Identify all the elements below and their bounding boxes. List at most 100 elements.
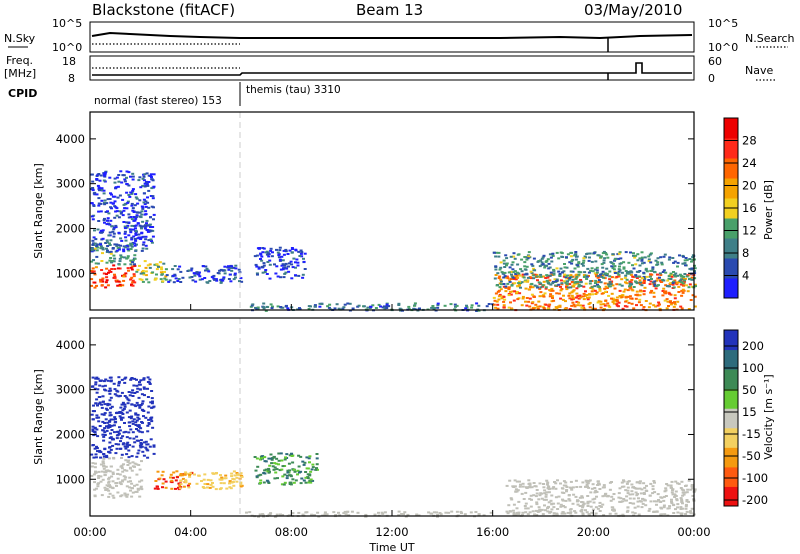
power-cell xyxy=(147,189,151,192)
power-cell xyxy=(279,276,283,279)
power-cell xyxy=(262,262,266,265)
power-cell xyxy=(144,200,148,203)
power-cell xyxy=(570,304,574,307)
power-cell xyxy=(104,286,108,289)
power-cell xyxy=(536,260,540,263)
power-cell xyxy=(93,273,97,276)
power-cell xyxy=(134,239,138,242)
power-cell xyxy=(262,307,266,310)
power-cell xyxy=(127,221,131,224)
power-cell xyxy=(162,262,166,265)
velocity-cell xyxy=(596,480,600,483)
velocity-cell xyxy=(140,460,143,463)
power-cell xyxy=(455,304,459,307)
velocity-cell xyxy=(545,491,549,494)
velocity-cell xyxy=(267,457,271,460)
power-cell xyxy=(192,272,196,275)
velocity-cell xyxy=(94,383,98,386)
velocity-cell xyxy=(131,420,135,423)
power-cell xyxy=(212,274,216,277)
velocity-cell xyxy=(145,443,149,446)
power-cell xyxy=(142,272,146,275)
velocity-cell xyxy=(264,468,268,471)
velocity-cell xyxy=(101,429,105,432)
power-cell xyxy=(661,290,665,292)
velocity-cell xyxy=(682,493,686,496)
date-label: 03/May/2010 xyxy=(584,1,682,19)
power-cell xyxy=(587,259,591,262)
power-cell xyxy=(639,281,642,284)
power-cell xyxy=(595,275,598,278)
power-cell xyxy=(122,248,126,251)
velocity-cell xyxy=(193,473,196,476)
power-cell xyxy=(656,261,660,264)
power-cell xyxy=(103,173,107,176)
power-cell xyxy=(97,220,101,222)
velocity-cell xyxy=(98,384,102,387)
power-cell xyxy=(649,280,653,283)
velocity-cell xyxy=(100,494,104,497)
power-cell xyxy=(100,247,104,250)
velocity-cell xyxy=(297,511,301,514)
power-cell xyxy=(107,212,111,215)
power-cell xyxy=(563,263,566,265)
power-cell xyxy=(493,277,497,280)
power-cell xyxy=(580,306,584,309)
power-cell xyxy=(177,278,181,280)
power-cell xyxy=(633,256,637,259)
velocity-cell xyxy=(636,493,639,495)
power-cell xyxy=(99,210,103,213)
power-cell xyxy=(134,249,138,252)
power-cell xyxy=(601,252,605,255)
velocity-cell xyxy=(634,491,638,494)
velocity-cell xyxy=(95,416,99,419)
power-cell xyxy=(634,263,638,266)
power-cell xyxy=(573,305,577,308)
velocity-colorbar-band xyxy=(724,349,738,370)
power-cell xyxy=(514,274,518,277)
power-cell xyxy=(103,217,106,220)
velocity-cell xyxy=(599,505,603,508)
velocity-cell xyxy=(268,513,272,516)
velocity-cell xyxy=(397,510,401,513)
power-cell xyxy=(536,279,539,282)
velocity-cell xyxy=(146,411,150,414)
power-cell xyxy=(590,290,594,293)
velocity-cell xyxy=(258,513,262,516)
velocity-cell xyxy=(675,499,679,502)
velocity-cell xyxy=(304,471,308,473)
power-cell xyxy=(655,284,659,287)
velocity-cell xyxy=(278,469,282,472)
power-cell xyxy=(113,275,117,278)
power-cell xyxy=(687,308,691,310)
power-cell xyxy=(523,265,527,268)
power-cell xyxy=(543,266,547,269)
velocity-cell xyxy=(593,487,597,489)
power-cell xyxy=(94,266,98,269)
velocity-cell xyxy=(149,401,153,404)
velocity-cell xyxy=(589,505,593,508)
power-cell xyxy=(579,304,583,307)
power-cell xyxy=(141,247,145,250)
velocity-cell xyxy=(259,473,263,476)
power-cell xyxy=(571,281,575,284)
velocity-cell xyxy=(666,507,670,510)
power-cell xyxy=(261,251,265,254)
velocity-cell xyxy=(121,480,124,483)
power-cell xyxy=(632,252,635,255)
power-cell xyxy=(294,261,297,264)
velocity-cell xyxy=(179,479,183,482)
velocity-cell xyxy=(135,435,139,438)
power-cell xyxy=(102,174,106,177)
velocity-cell xyxy=(139,444,143,447)
power-cell xyxy=(132,219,136,222)
power-cell xyxy=(599,273,602,276)
power-cell xyxy=(144,205,148,208)
power-cell xyxy=(256,247,260,250)
power-cell xyxy=(505,262,509,265)
velocity-cell xyxy=(103,471,107,474)
velocity-cell xyxy=(142,454,146,457)
velocity-cell xyxy=(532,482,536,484)
velocity-cell xyxy=(662,504,666,507)
power-cell xyxy=(282,253,286,256)
